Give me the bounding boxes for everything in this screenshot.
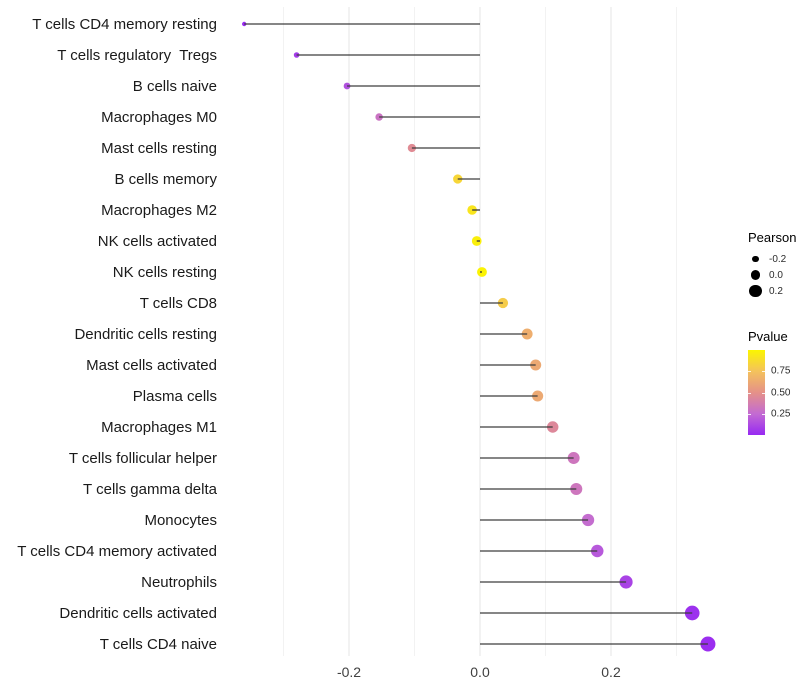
legend-pearson: Pearson -0.2 0.0 0.2: [742, 230, 800, 299]
pvalue-bar-tick: [762, 413, 765, 415]
y-axis-label: NK cells resting: [113, 264, 217, 281]
pvalue-bar-tick: [748, 413, 751, 415]
y-axis-label: T cells CD4 naive: [100, 636, 217, 653]
x-axis-tick-label: -0.2: [337, 664, 361, 680]
pearson-dot-box: [748, 251, 763, 267]
legend-pvalue-title: Pvalue: [748, 329, 788, 344]
legend-pearson-title: Pearson: [748, 230, 797, 245]
y-axis-label: Mast cells resting: [101, 140, 217, 157]
pearson-entry-label: 0.2: [769, 285, 783, 297]
legend-pvalue-bar-wrap: 0.75 0.50 0.25: [748, 350, 800, 435]
y-axis-label: T cells follicular helper: [69, 450, 217, 467]
legend-pearson-entries: -0.2 0.0 0.2: [742, 251, 800, 299]
y-axis-label: T cells CD4 memory activated: [17, 543, 217, 560]
pvalue-tick-label: 0.75: [771, 365, 791, 377]
pearson-size-dot: [750, 270, 761, 280]
pvalue-bar-tick: [762, 392, 765, 394]
pearson-size-dot: [749, 284, 762, 298]
pvalue-bar-tick: [748, 392, 751, 394]
legend-pvalue: Pvalue 0.75 0.50 0.25: [742, 329, 800, 435]
y-axis-label: B cells memory: [114, 171, 217, 188]
lollipop-dot: [530, 359, 542, 371]
lollipop-dot: [567, 452, 580, 464]
y-axis-label: Mast cells activated: [86, 357, 217, 374]
x-axis-tick-label: 0.0: [470, 664, 490, 680]
y-axis-label: Plasma cells: [133, 388, 217, 405]
y-axis-label: NK cells activated: [98, 233, 217, 250]
pearson-size-dot: [752, 255, 759, 263]
pearson-entry-label: -0.2: [769, 253, 787, 265]
y-axis-label: T cells CD4 memory resting: [32, 16, 217, 33]
y-axis-label: T cells CD8: [140, 295, 217, 312]
y-axis-label: Dendritic cells activated: [59, 605, 217, 622]
y-axis-label: Monocytes: [144, 512, 217, 529]
y-axis-label: Dendritic cells resting: [74, 326, 217, 343]
pvalue-tick-label: 0.50: [771, 387, 791, 398]
pvalue-bar-tick: [748, 371, 751, 373]
legend-pearson-entry: 0.2: [748, 283, 800, 299]
legend: Pearson -0.2 0.0 0.2 Pvalue 0.75 0.50 0.25: [742, 230, 800, 435]
x-axis-tick-label: 0.2: [601, 664, 621, 680]
y-axis-label: Macrophages M0: [101, 109, 217, 126]
y-axis-label: Macrophages M2: [101, 202, 217, 219]
y-axis-label: Neutrophils: [141, 574, 217, 591]
legend-pearson-entry: 0.0: [748, 267, 800, 283]
pearson-entry-label: 0.0: [769, 269, 783, 281]
pearson-dot-box: [748, 283, 763, 299]
legend-pearson-entry: -0.2: [748, 251, 800, 267]
y-axis-label: T cells gamma delta: [83, 481, 218, 498]
pearson-dot-box: [748, 267, 763, 283]
y-axis-label: Macrophages M1: [101, 419, 217, 436]
y-axis-label: T cells regulatory Tregs: [57, 47, 217, 64]
lollipop-dot: [546, 421, 559, 433]
y-axis-label: B cells naive: [133, 78, 217, 95]
pvalue-bar-tick: [762, 371, 765, 373]
pvalue-tick-label: 0.25: [771, 408, 791, 420]
pvalue-gradient-bar: [748, 350, 765, 435]
lollipop-dot: [477, 267, 487, 277]
